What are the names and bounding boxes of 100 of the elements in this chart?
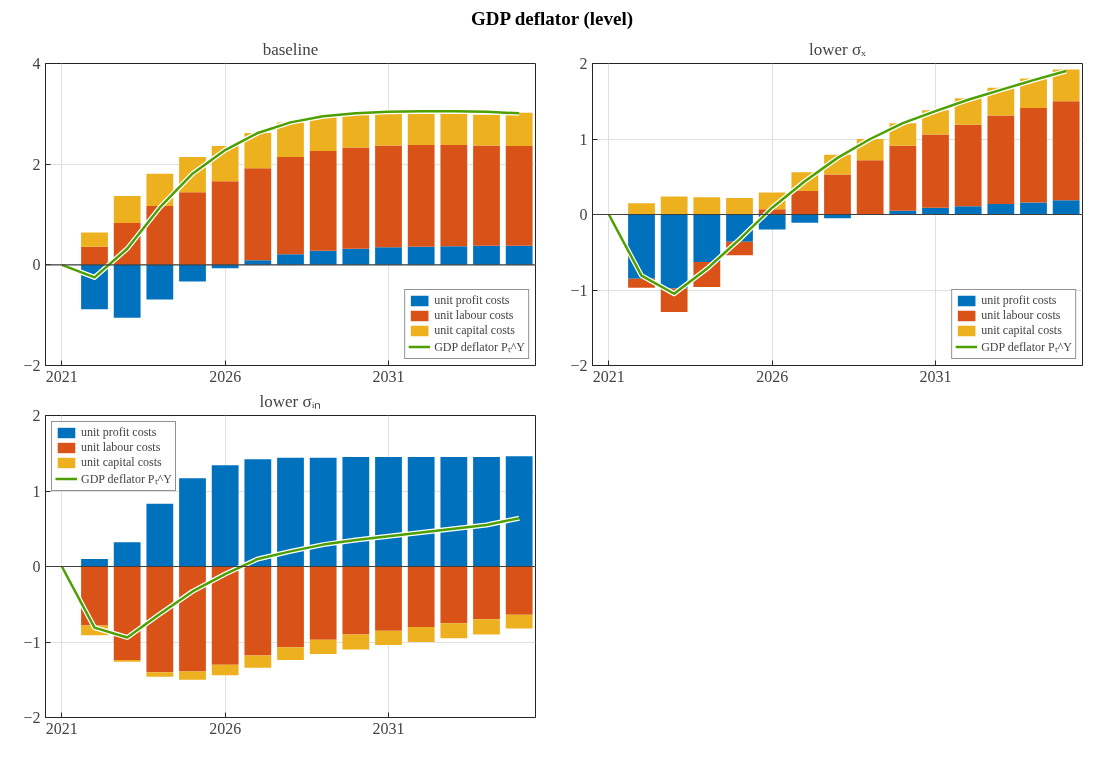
line-series (606, 68, 1069, 297)
x-tick-label: 2026 (209, 367, 242, 385)
y-tick-label: 2 (579, 55, 588, 72)
bar (277, 566, 304, 648)
legend-label: unit capital costs (81, 455, 162, 470)
chart-title: lower σₓ (808, 39, 867, 59)
bar (146, 173, 174, 206)
bar (113, 264, 141, 318)
bar (375, 457, 402, 567)
bar (81, 566, 108, 626)
bar (726, 197, 753, 215)
bar (505, 146, 533, 246)
bar (309, 151, 337, 251)
legend-label: unit labour costs (981, 308, 1061, 323)
bar (987, 115, 1015, 204)
bar (889, 145, 917, 211)
bar (277, 457, 304, 567)
line-series (59, 515, 522, 640)
bar (342, 248, 370, 265)
bar (113, 195, 141, 224)
bar (146, 566, 174, 673)
bar (342, 114, 370, 148)
bar (375, 247, 402, 265)
bar (440, 566, 468, 624)
y-tick-label: 2 (32, 407, 41, 424)
bar (277, 122, 304, 158)
bar (309, 116, 337, 152)
bar (407, 145, 435, 247)
legend-label: GDP deflator Pₜ^Y (981, 339, 1072, 355)
bar (987, 203, 1015, 215)
bar (473, 457, 500, 567)
bar (81, 232, 108, 247)
x-tick-label: 2026 (756, 367, 789, 385)
bar (473, 619, 500, 635)
bar (440, 457, 468, 567)
legend-label: unit labour costs (81, 440, 161, 455)
y-tick-label: −2 (23, 709, 41, 726)
chart-title: GDP deflator (level) (470, 7, 634, 31)
bar (791, 191, 819, 215)
x-tick-label: 2021 (45, 719, 78, 737)
bar (1020, 202, 1047, 215)
bar (211, 664, 239, 676)
bar (375, 566, 402, 631)
bar (505, 112, 533, 147)
bar (244, 132, 272, 169)
bar (693, 197, 721, 215)
bar (179, 478, 206, 567)
bar (342, 147, 370, 249)
bar (440, 145, 468, 247)
bar (440, 246, 468, 265)
bar (179, 264, 206, 282)
bar (211, 181, 239, 265)
bar (922, 134, 949, 208)
legend-label: GDP deflator Pₜ^Y (81, 471, 172, 487)
bar (505, 245, 533, 265)
bar (375, 630, 402, 646)
legend-label: unit capital costs (981, 323, 1062, 338)
bar (309, 639, 337, 655)
bar (309, 457, 337, 567)
bar (211, 566, 239, 665)
bar (407, 113, 435, 146)
bar (407, 246, 435, 265)
bar (244, 655, 272, 668)
bar (342, 634, 370, 650)
x-tick-label: 2031 (919, 367, 952, 385)
bar (146, 503, 174, 567)
bar (505, 456, 533, 567)
bar (179, 671, 206, 680)
bar (244, 566, 272, 656)
legend-label: unit profit costs (81, 425, 157, 440)
y-tick-label: −2 (570, 357, 588, 374)
bar (146, 672, 174, 677)
y-tick-label: −1 (570, 281, 588, 299)
bar (1020, 108, 1047, 203)
bar (505, 566, 533, 615)
bar (113, 566, 141, 661)
x-tick-label: 2021 (45, 367, 78, 385)
y-tick-label: 1 (579, 130, 588, 148)
bar (1052, 101, 1080, 201)
bar (473, 566, 500, 620)
x-tick-label: 2031 (372, 367, 405, 385)
bar (440, 113, 468, 146)
legend-label: unit capital costs (434, 323, 515, 338)
bar (473, 245, 500, 265)
bar (856, 160, 884, 215)
x-tick-label: 2031 (372, 719, 405, 737)
bar (179, 566, 206, 672)
bar (342, 457, 370, 567)
legend-label: unit labour costs (434, 308, 514, 323)
y-tick-label: −2 (23, 357, 41, 374)
bar (693, 214, 721, 263)
bar (628, 203, 655, 215)
y-tick-label: 0 (32, 558, 41, 575)
bar (342, 566, 370, 635)
bar (473, 145, 500, 246)
legend-label: GDP deflator Pₜ^Y (434, 339, 525, 355)
bar (824, 174, 851, 215)
y-tick-label: −1 (23, 633, 41, 651)
y-tick-label: 4 (32, 55, 41, 72)
bar (277, 254, 304, 265)
